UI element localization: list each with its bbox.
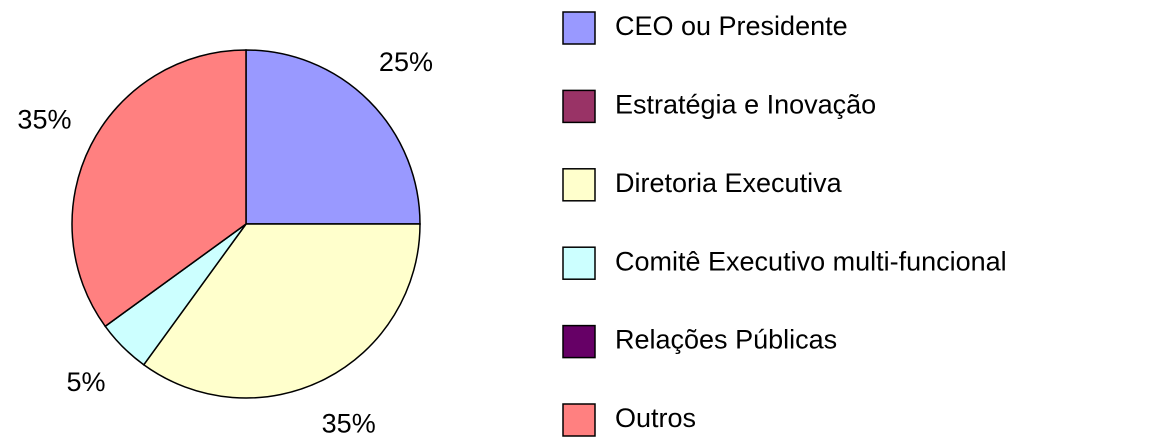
- legend-label: Estratégia e Inovação: [615, 90, 876, 120]
- legend-swatch: [562, 324, 596, 359]
- data-label: 35%: [17, 104, 71, 134]
- data-label: 5%: [67, 367, 106, 397]
- legend-swatch: [562, 89, 596, 124]
- legend-label: Comitê Executivo multi-funcional: [615, 246, 1007, 276]
- legend-label: Outros: [615, 403, 696, 433]
- legend-label: Relações Públicas: [615, 325, 837, 355]
- pie-slice: [71, 49, 247, 328]
- legend-swatch: [562, 168, 596, 202]
- pie-slice: [142, 223, 421, 399]
- legend-swatch: [562, 11, 596, 45]
- data-label: 35%: [322, 409, 376, 439]
- pie-slice: [245, 49, 421, 225]
- legend-swatch: [562, 246, 596, 280]
- legend-label: CEO ou Presidente: [615, 11, 848, 41]
- legend-swatch: [562, 403, 596, 437]
- legend-label: Diretoria Executiva: [615, 168, 843, 198]
- data-label: 25%: [379, 47, 433, 77]
